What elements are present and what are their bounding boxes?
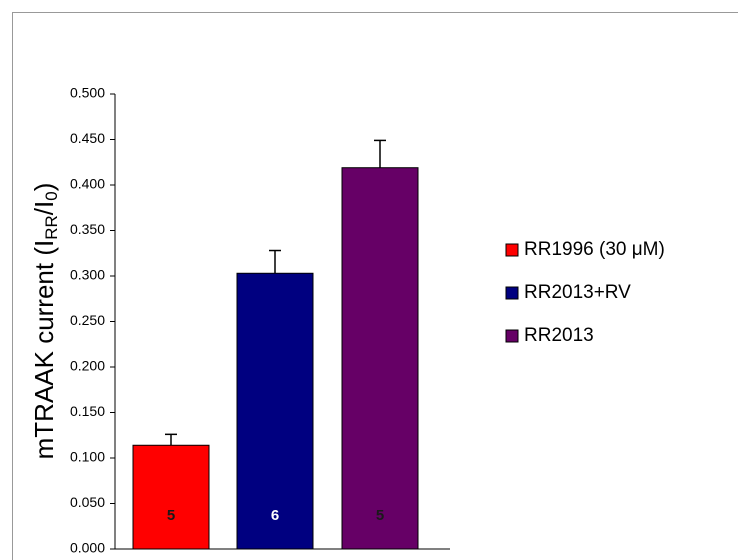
y-tick-label: 0.400 bbox=[70, 176, 105, 192]
bar bbox=[132, 444, 210, 550]
y-label-part: /I bbox=[29, 201, 59, 215]
n-label: 6 bbox=[271, 507, 279, 524]
legend-label: RR2013+RV bbox=[524, 282, 631, 303]
bar bbox=[341, 167, 419, 550]
legend-swatch bbox=[505, 243, 519, 257]
y-tick-label: 0.350 bbox=[70, 221, 105, 237]
y-tick-label: 0.300 bbox=[70, 267, 105, 283]
y-tick-label: 0.000 bbox=[70, 540, 105, 556]
n-label: 5 bbox=[167, 507, 175, 524]
legend-label: RR1996 (30 μM) bbox=[524, 239, 665, 260]
y-tick-label: 0.250 bbox=[70, 312, 105, 328]
y-axis-label: mTRAAK current (IRR/I0) bbox=[29, 183, 62, 460]
legend-swatch bbox=[505, 329, 519, 343]
y-tick-label: 0.450 bbox=[70, 130, 105, 146]
y-tick-label: 0.200 bbox=[70, 358, 105, 374]
y-label-part: ) bbox=[29, 183, 59, 192]
n-label: 5 bbox=[376, 507, 384, 524]
y-label-part: mTRAAK current (I bbox=[29, 240, 59, 460]
y-tick-label: 0.100 bbox=[70, 449, 105, 465]
legend-swatch bbox=[505, 286, 519, 300]
y-tick-label: 0.050 bbox=[70, 494, 105, 510]
y-label-sub: 0 bbox=[42, 191, 61, 200]
frame bbox=[12, 12, 738, 560]
y-tick-label: 0.500 bbox=[70, 85, 105, 101]
bar bbox=[236, 272, 314, 550]
legend-label: RR2013 bbox=[524, 325, 594, 346]
y-tick-label: 0.150 bbox=[70, 403, 105, 419]
y-label-sub: RR bbox=[42, 215, 61, 240]
